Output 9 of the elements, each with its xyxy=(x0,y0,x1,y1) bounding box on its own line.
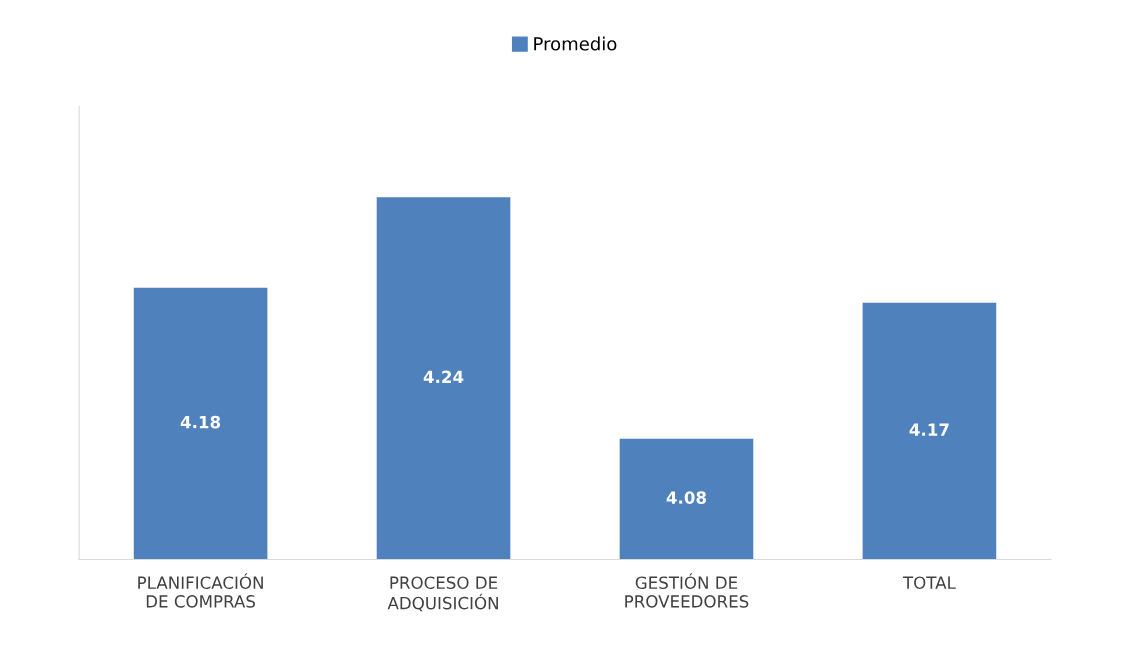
data-label: 4.18 xyxy=(180,415,221,429)
x-tick-label: PROCESO DE ADQUISICIÓN xyxy=(387,576,498,612)
x-tick-label: GESTIÓN DE PROVEEDORES xyxy=(625,573,749,608)
data-label: 4.08 xyxy=(666,491,706,504)
legend-label: Promedio xyxy=(534,36,617,51)
data-label: 4.17 xyxy=(909,423,949,436)
x-tick-label: PLANIFICACIÓN DE COMPRAS xyxy=(138,573,263,608)
data-label: 4.24 xyxy=(423,370,464,383)
x-tick-label: TOTAL xyxy=(902,576,956,590)
